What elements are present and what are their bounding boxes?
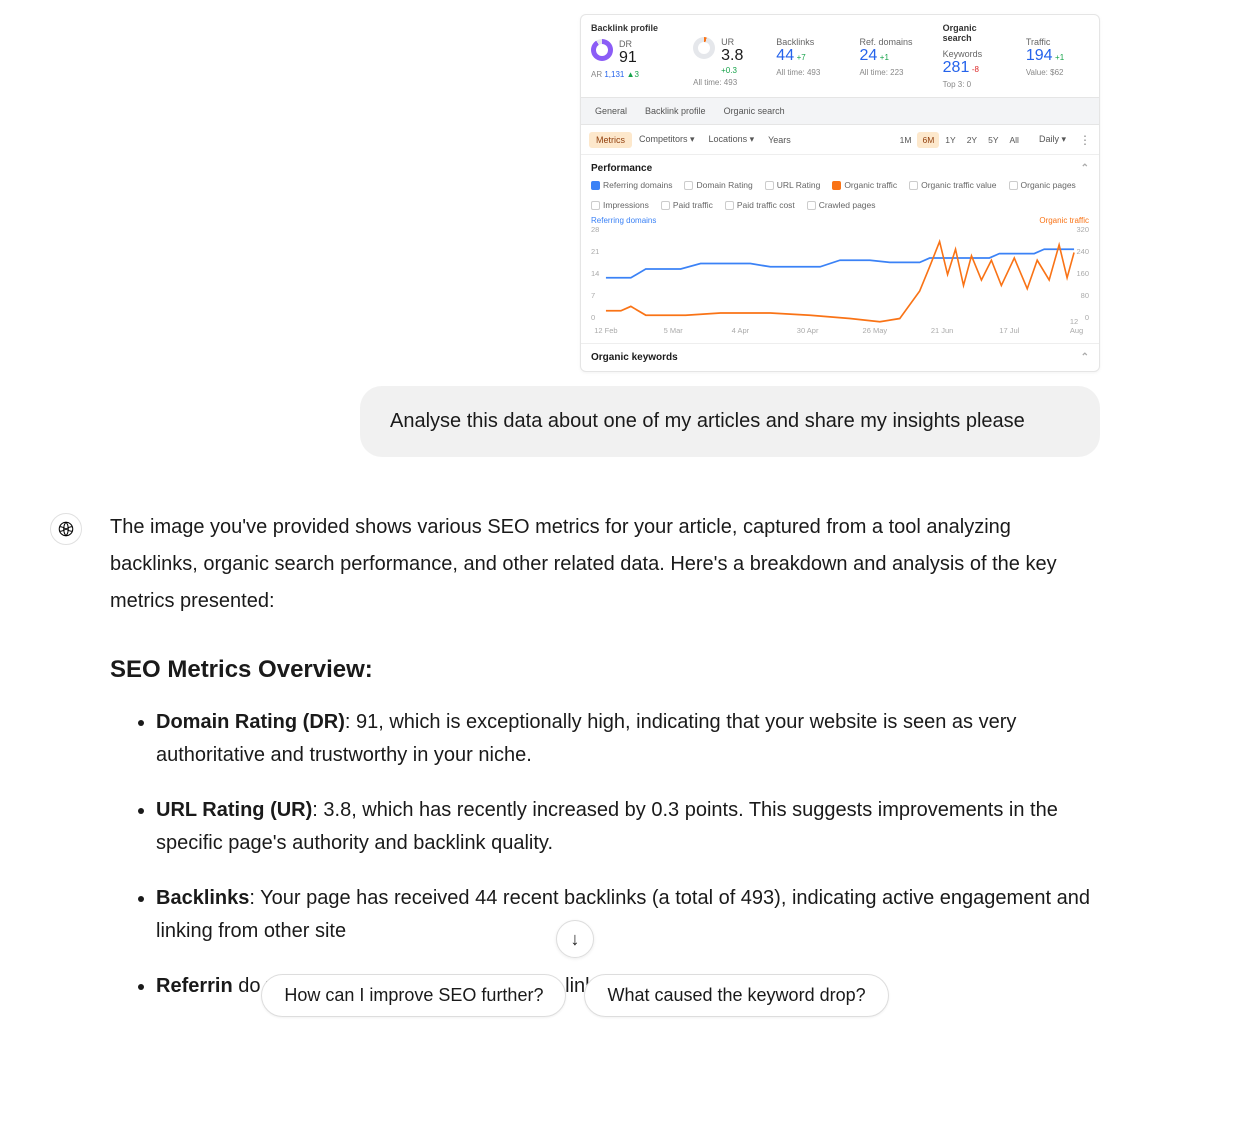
filter-locations[interactable]: Locations ▾: [702, 131, 762, 148]
tab-organic-search[interactable]: Organic search: [716, 102, 793, 120]
ur-label: UR: [721, 37, 756, 47]
check-paid-traffic-cost[interactable]: Paid traffic cost: [725, 200, 795, 210]
chart-right-label: Organic traffic: [1039, 216, 1089, 225]
checkbox-icon: [591, 181, 600, 190]
keywords-sub: Top 3: 0: [943, 80, 1006, 89]
suggestion-2[interactable]: What caused the keyword drop?: [584, 974, 888, 1017]
dr-donut-icon: [591, 39, 613, 61]
scroll-down-button[interactable]: ↓: [556, 920, 594, 958]
organic-keywords-row[interactable]: Organic keywords ⌃: [581, 343, 1099, 371]
seo-header: Backlink profile DR 91 AR 1,131 ▲3 UR 3.…: [581, 15, 1099, 97]
checkbox-icon: [909, 181, 918, 190]
traffic-label: Traffic: [1026, 37, 1089, 47]
seo-tabs: General Backlink profile Organic search: [581, 97, 1099, 125]
suggestion-1[interactable]: How can I improve SEO further?: [261, 974, 566, 1017]
dr-value: 91: [619, 49, 637, 67]
organic-keywords-title: Organic keywords: [591, 352, 678, 363]
filter-metrics[interactable]: Metrics: [589, 132, 632, 148]
keywords-value: 281: [943, 59, 970, 76]
check-url-rating[interactable]: URL Rating: [765, 180, 821, 190]
performance-section: Performance ⌃ Referring domains Domain Ra…: [581, 155, 1099, 343]
ur-donut-icon: [693, 37, 715, 59]
range-6m[interactable]: 6M: [917, 132, 939, 148]
ref-value: 24: [859, 47, 877, 64]
performance-chart: 28211470 320240160800 12 Feb5 Mar4 Apr30…: [591, 225, 1089, 335]
ai-list-item: Domain Rating (DR): 91, which is excepti…: [156, 706, 1090, 772]
filter-years[interactable]: Years: [761, 132, 798, 148]
time-range: 1M 6M 1Y 2Y 5Y All: [895, 132, 1024, 148]
checkbox-icon: [591, 201, 600, 210]
traffic-block: Traffic 194 +1 Value: $62: [1016, 15, 1099, 97]
backlinks-value: 44: [776, 47, 794, 64]
ur-block: UR 3.8 +0.3 All time: 493: [683, 15, 766, 97]
metric-checks: Referring domains Domain Rating URL Rating…: [591, 180, 1089, 210]
tab-backlink-profile[interactable]: Backlink profile: [637, 102, 714, 120]
check-domain-rating[interactable]: Domain Rating: [684, 180, 752, 190]
checkbox-icon: [765, 181, 774, 190]
checkbox-icon: [807, 201, 816, 210]
checkbox-icon: [661, 201, 670, 210]
traffic-sub: Value: $62: [1026, 68, 1089, 77]
checkbox-icon: [684, 181, 693, 190]
filter-competitors[interactable]: Competitors ▾: [632, 131, 702, 148]
ai-heading: SEO Metrics Overview:: [110, 648, 1090, 692]
more-icon[interactable]: ⋮: [1079, 133, 1091, 147]
checkbox-icon: [1009, 181, 1018, 190]
backlinks-block: Backlinks 44 +7 All time: 493: [766, 15, 849, 97]
chart-left-label: Referring domains: [591, 216, 656, 225]
range-2y[interactable]: 2Y: [962, 132, 982, 148]
seo-filters: Metrics Competitors ▾ Locations ▾ Years …: [581, 125, 1099, 155]
ref-block: Ref. domains 24 +1 All time: 223: [849, 15, 932, 97]
ur-sub: All time: 493: [693, 78, 756, 87]
traffic-value: 194: [1026, 47, 1053, 64]
performance-title: Performance: [591, 163, 652, 174]
range-1m[interactable]: 1M: [895, 132, 917, 148]
check-organic-traffic-value[interactable]: Organic traffic value: [909, 180, 996, 190]
daily-dropdown[interactable]: Daily ▾: [1032, 131, 1073, 148]
dr-block: Backlink profile DR 91 AR 1,131 ▲3: [581, 15, 683, 97]
ur-value-row: 3.8 +0.3: [721, 47, 756, 75]
ai-list-item: Backlinks: Your page has received 44 rec…: [156, 882, 1090, 948]
ar-row: AR 1,131 ▲3: [591, 70, 673, 79]
keywords-block: Organic search Keywords 281 -8 Top 3: 0: [933, 15, 1016, 97]
ai-content: The image you've provided shows various …: [110, 509, 1090, 1025]
ref-sub: All time: 223: [859, 68, 922, 77]
backlink-profile-title: Backlink profile: [591, 23, 673, 33]
ai-intro: The image you've provided shows various …: [110, 509, 1090, 620]
dr-label: DR: [619, 39, 637, 49]
range-5y[interactable]: 5Y: [983, 132, 1003, 148]
range-all[interactable]: All: [1005, 132, 1024, 148]
keywords-label: Keywords: [943, 49, 1006, 59]
ref-label: Ref. domains: [859, 37, 922, 47]
checkbox-icon: [725, 201, 734, 210]
check-crawled-pages[interactable]: Crawled pages: [807, 200, 876, 210]
chevron-up-icon: ⌃: [1081, 352, 1089, 363]
check-organic-traffic[interactable]: Organic traffic: [832, 180, 897, 190]
backlinks-label: Backlinks: [776, 37, 839, 47]
performance-title-row: Performance ⌃: [591, 163, 1089, 174]
seo-card: Backlink profile DR 91 AR 1,131 ▲3 UR 3.…: [580, 14, 1100, 372]
ai-message-row: The image you've provided shows various …: [0, 509, 1260, 1025]
chevron-up-icon[interactable]: ⌃: [1081, 163, 1089, 174]
ai-avatar-icon: [50, 513, 82, 545]
range-1y[interactable]: 1Y: [940, 132, 960, 148]
ai-list: Domain Rating (DR): 91, which is excepti…: [110, 706, 1090, 1003]
check-paid-traffic[interactable]: Paid traffic: [661, 200, 713, 210]
backlinks-sub: All time: 493: [776, 68, 839, 77]
organic-search-title: Organic search: [943, 23, 1006, 43]
ai-list-item: URL Rating (UR): 3.8, which has recently…: [156, 794, 1090, 860]
user-message: Analyse this data about one of my articl…: [360, 386, 1100, 457]
check-referring-domains[interactable]: Referring domains: [591, 180, 672, 190]
checkbox-icon: [832, 181, 841, 190]
tab-general[interactable]: General: [587, 102, 635, 120]
check-impressions[interactable]: Impressions: [591, 200, 649, 210]
check-organic-pages[interactable]: Organic pages: [1009, 180, 1076, 190]
